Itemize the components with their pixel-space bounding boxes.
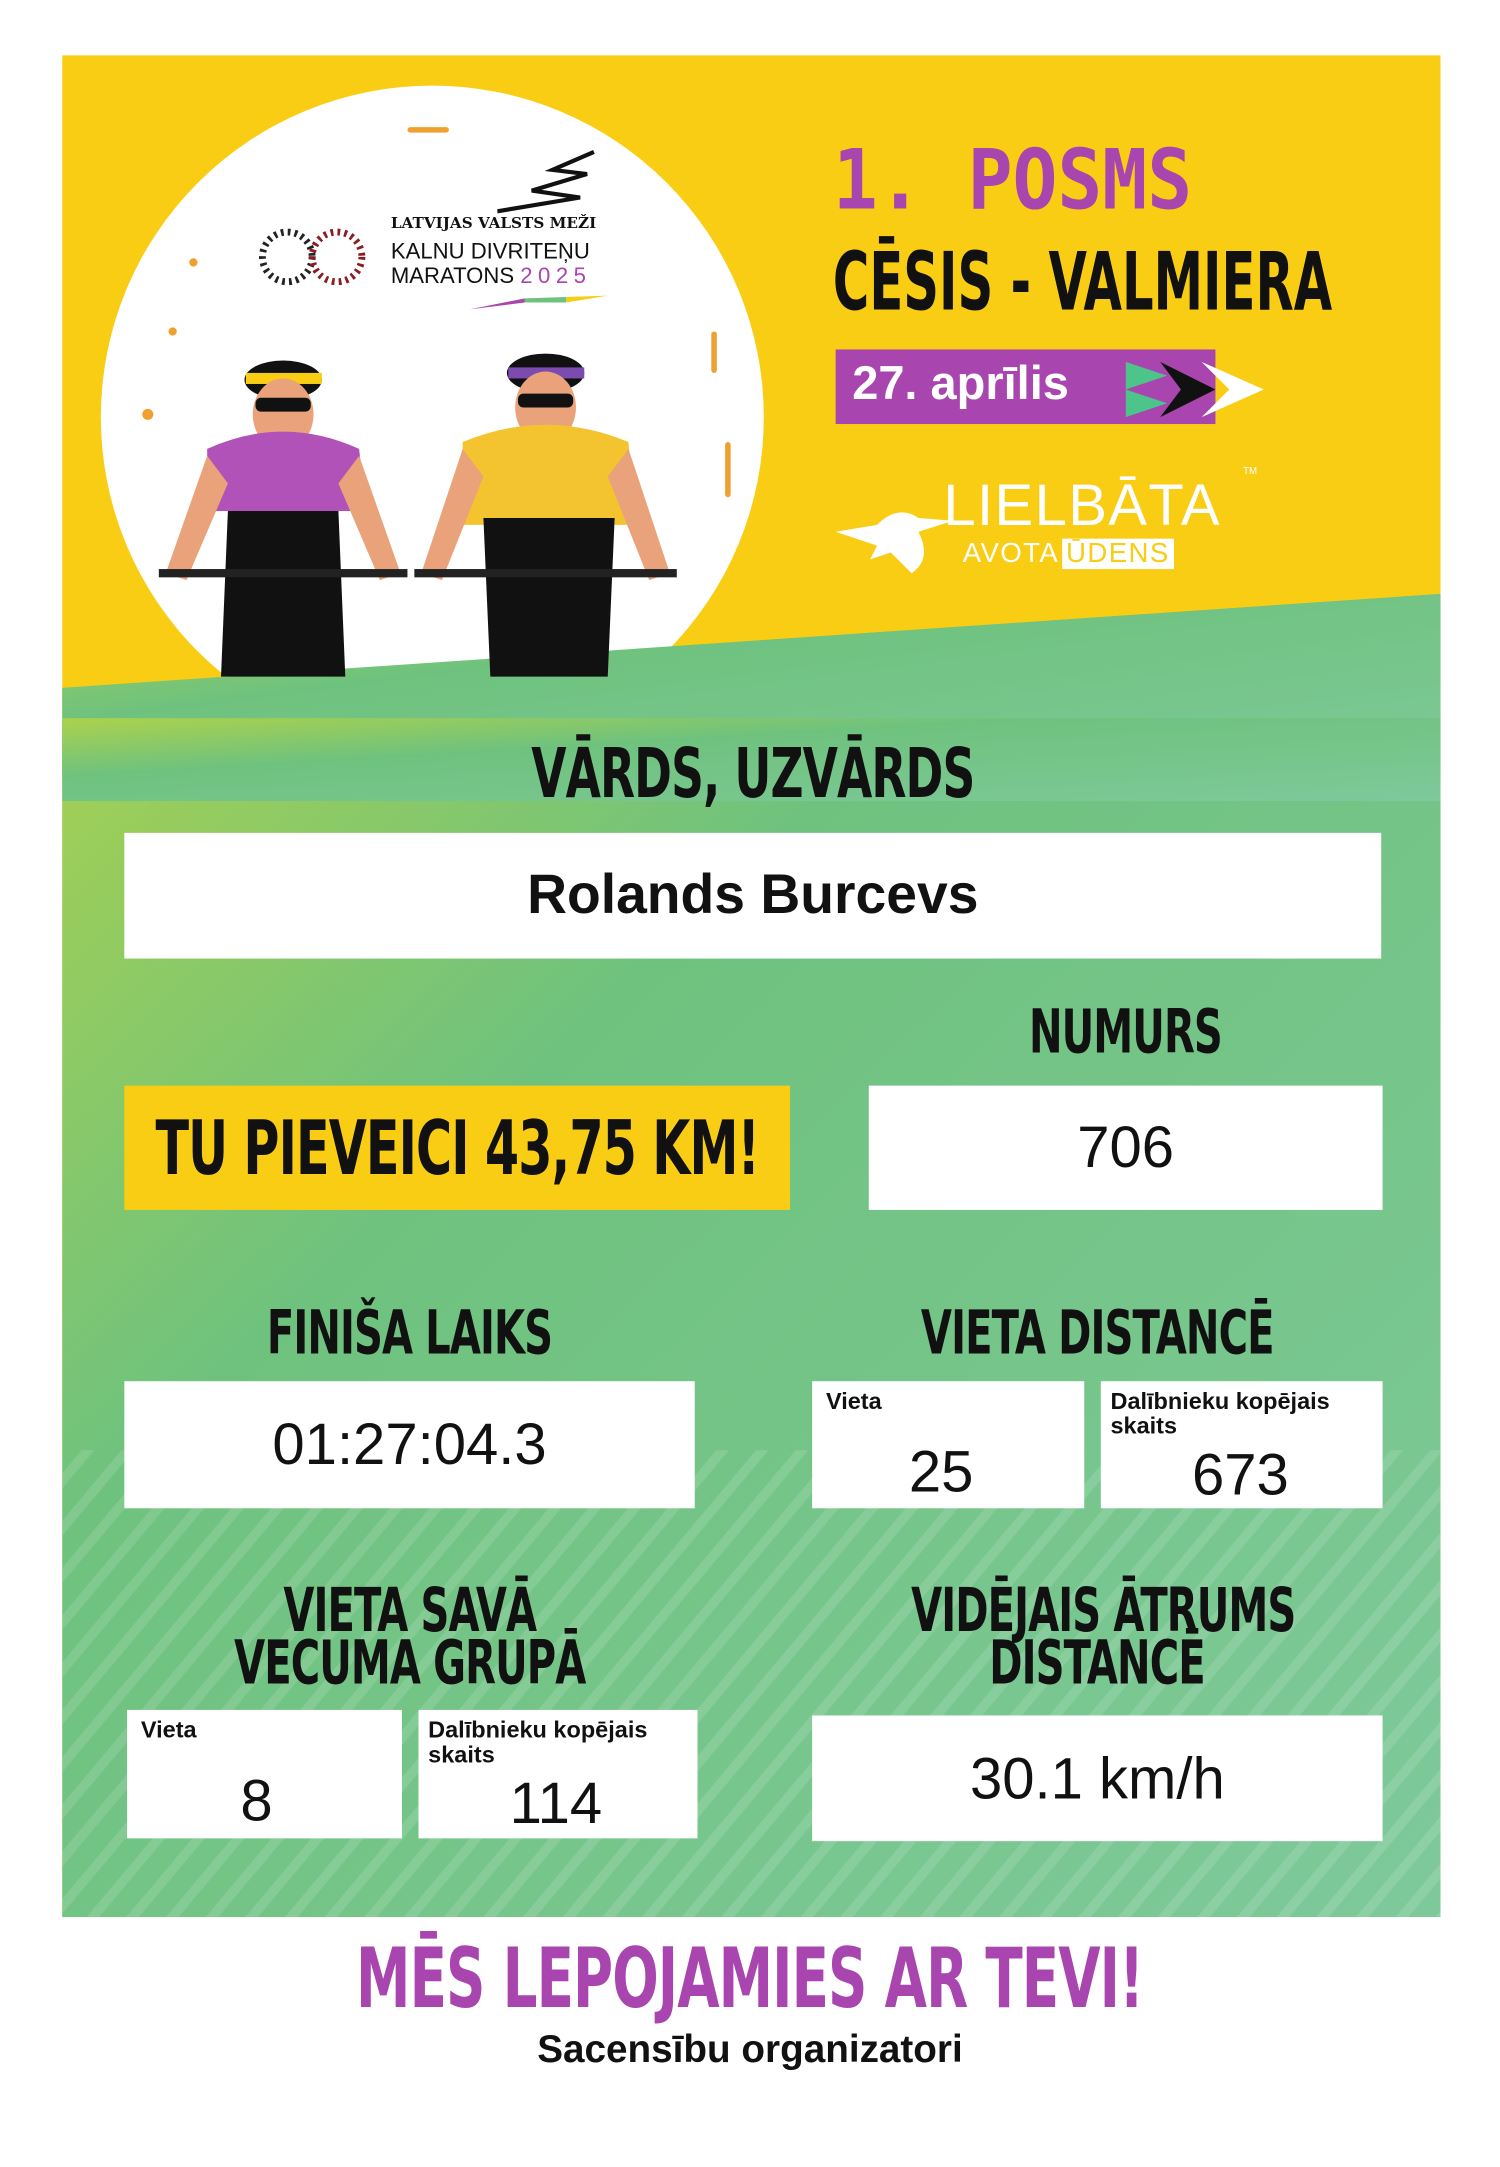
distance-total: 673 [1191, 1441, 1289, 1507]
cyclists-illustration [158, 353, 677, 677]
finish-time: 01:27:04.3 [272, 1411, 547, 1477]
age-place-box: Vieta 8 [127, 1709, 402, 1839]
participant-name: Rolands Burcevs [527, 864, 979, 926]
age-total-box: Dalībnieku kopējais skaits 114 [418, 1709, 698, 1839]
sponsor-subtitle: AVOTA ŪDENS [962, 538, 1174, 570]
finish-time-box: 01:27:04.3 [124, 1381, 695, 1509]
speed-label: VIDĒJAIS ĀTRUMS DISTANCĒ [911, 1575, 1296, 1699]
signature: Sacensību organizatori [537, 2027, 963, 2071]
place-label: Vieta [825, 1388, 882, 1415]
route-title: CĒSIS - VALMIERA [832, 234, 1333, 329]
event-year: 2025 [520, 265, 592, 289]
name-box: Rolands Burcevs [124, 832, 1382, 959]
place-label: Vieta [140, 1716, 197, 1744]
stage-title: 1. POSMS [832, 132, 1193, 230]
total-label: Dalībnieku kopējais skaits [1110, 1388, 1330, 1440]
slogan: MĒS LEPOJAMIES AR TEVI! [356, 1930, 1144, 2028]
distance-place-label: VIETA DISTANCĒ [921, 1298, 1275, 1369]
sponsor-name: LIELBĀTA [943, 472, 1221, 538]
tree-icon [497, 150, 595, 214]
event-logo-wheels [249, 207, 387, 297]
distance-total-box: Dalībnieku kopējais skaits 673 [1100, 1381, 1383, 1509]
distance-place-box: Vieta 25 [812, 1381, 1085, 1509]
event-sponsor: LATVIJAS VALSTS MEŽI [390, 214, 597, 233]
total-label: Dalībnieku kopējais skaits [428, 1716, 648, 1768]
event-line2: MARATONS [390, 265, 515, 289]
participant-number: 706 [1077, 1114, 1175, 1180]
speed-box: 30.1 km/h [812, 1715, 1383, 1842]
event-line1: KALNU DIVRITEŅU [390, 240, 590, 264]
date-text: 27. aprīlis [852, 357, 1069, 411]
avg-speed: 30.1 km/h [969, 1745, 1225, 1811]
sponsor-tm: TM [1243, 466, 1258, 477]
sponsor-line2b: ŪDENS [1061, 538, 1174, 570]
bird-icon [835, 512, 954, 574]
finish-label: FINIŠA LAIKS [266, 1298, 553, 1369]
sponsor-line2a: AVOTA [962, 538, 1060, 570]
age-total: 114 [509, 1770, 603, 1836]
event-logo-text: KALNU DIVRITEŅU MARATONS 2025 [391, 240, 592, 290]
arrows-icon [1125, 361, 1264, 418]
age-group-label: VIETA SAVĀ VECUMA GRUPĀ [233, 1575, 586, 1699]
age-place: 8 [240, 1767, 273, 1833]
distance-place: 25 [908, 1439, 974, 1505]
distance-banner: TU PIEVEICI 43,75 KM! [124, 1085, 791, 1210]
color-swoosh [469, 295, 608, 310]
date-banner: 27. aprīlis [835, 349, 1216, 425]
number-box: 706 [868, 1085, 1383, 1210]
number-label: NUMURS [1029, 997, 1223, 1068]
name-label: VĀRDS, UZVĀRDS [531, 733, 975, 814]
